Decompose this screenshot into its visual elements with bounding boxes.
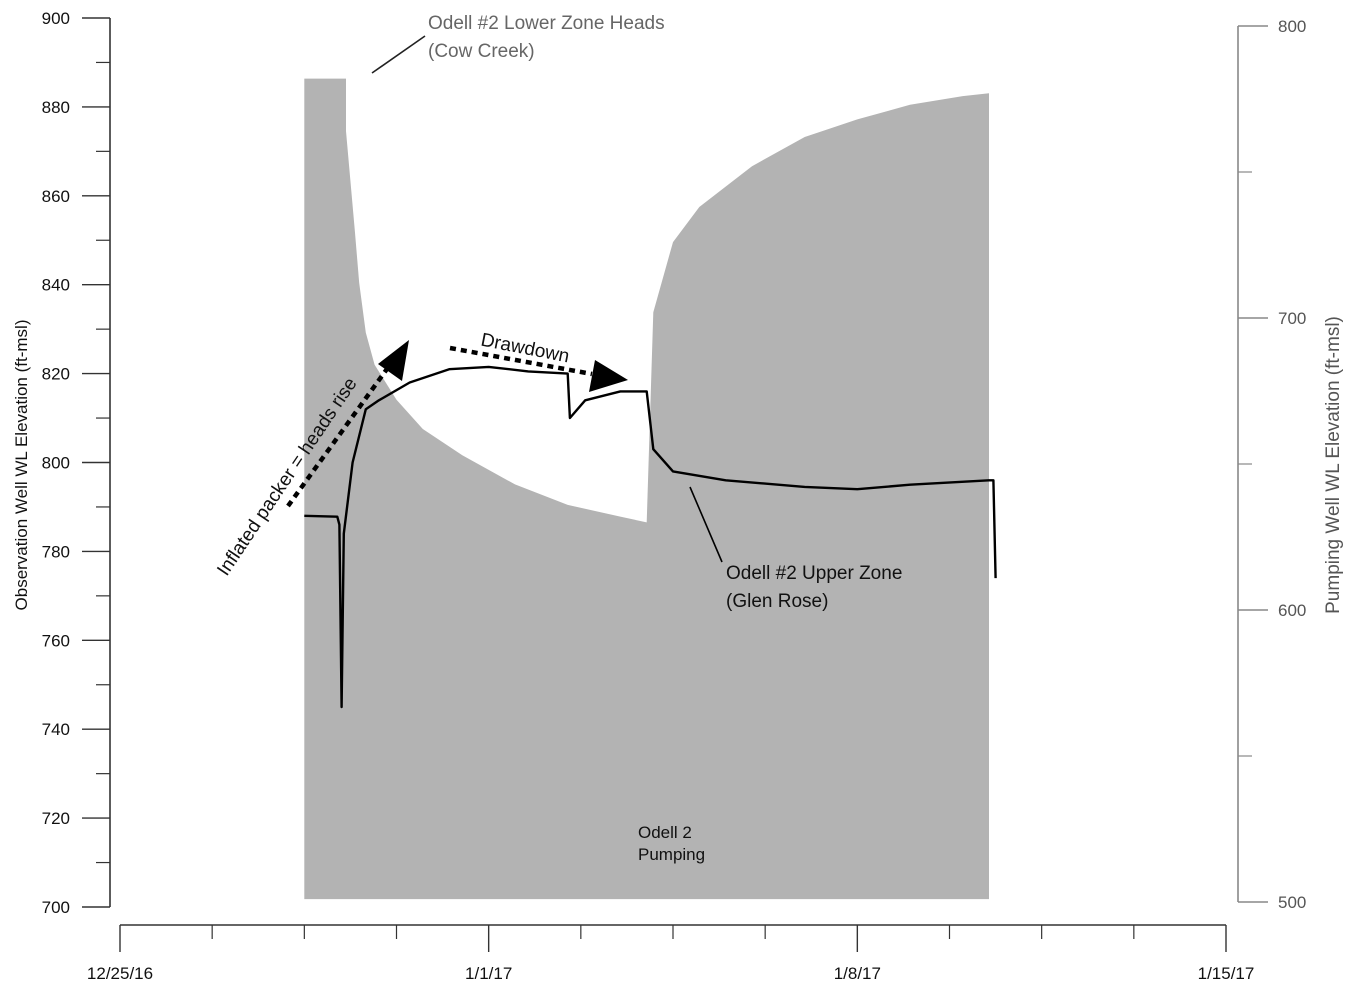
lower-zone-heads-area bbox=[304, 78, 989, 900]
right-tick-label: 600 bbox=[1278, 601, 1306, 620]
left-tick-label: 740 bbox=[42, 720, 70, 739]
drawdown-label: Drawdown bbox=[479, 330, 571, 368]
right-tick-label: 800 bbox=[1278, 17, 1306, 36]
drawdown-arrow-line bbox=[449, 345, 593, 377]
right-axis-title: Pumping Well WL Elevation (ft-msl) bbox=[1323, 316, 1344, 614]
left-tick-label: 800 bbox=[42, 454, 70, 473]
packer-arrow-head bbox=[378, 340, 409, 381]
left-tick-label: 720 bbox=[42, 809, 70, 828]
upper-zone-label-line2: (Glen Rose) bbox=[726, 591, 828, 612]
left-tick-label: 780 bbox=[42, 542, 70, 561]
left-tick-label: 900 bbox=[42, 9, 70, 28]
x-tick-label: 12/25/16 bbox=[87, 964, 153, 983]
left-axis-title: Observation Well WL Elevation (ft-msl) bbox=[12, 320, 31, 611]
x-axis-ticks: 12/25/16 1/1/17 1/8/17 1/15/17 bbox=[87, 925, 1254, 983]
lower-zone-label-line1: Odell #2 Lower Zone Heads bbox=[428, 13, 665, 34]
upper-zone-leader-line bbox=[689, 486, 723, 563]
x-tick-label: 1/1/17 bbox=[465, 964, 512, 983]
upper-zone-line bbox=[304, 365, 997, 709]
left-tick-label: 700 bbox=[42, 898, 70, 917]
pumping-label-line1: Odell 2 bbox=[638, 823, 692, 842]
right-axis-ticks: 500 600 700 800 bbox=[1238, 17, 1306, 912]
left-axis-ticks: 700 720 740 760 780 800 820 840 860 880 900 bbox=[42, 9, 110, 917]
left-tick-label: 840 bbox=[42, 276, 70, 295]
packer-arrow-line bbox=[286, 360, 394, 508]
right-tick-label: 500 bbox=[1278, 893, 1306, 912]
pumping-label-line2: Pumping bbox=[638, 845, 705, 864]
right-tick-label: 700 bbox=[1278, 309, 1306, 328]
left-tick-label: 820 bbox=[42, 365, 70, 384]
upper-zone-label-line1: Odell #2 Upper Zone bbox=[726, 563, 902, 584]
left-tick-label: 860 bbox=[42, 187, 70, 206]
lower-zone-leader-line bbox=[371, 35, 426, 74]
drawdown-arrow-head bbox=[589, 360, 628, 392]
lower-zone-label-line2: (Cow Creek) bbox=[428, 41, 535, 62]
left-tick-label: 760 bbox=[42, 631, 70, 650]
x-tick-label: 1/8/17 bbox=[834, 964, 881, 983]
x-tick-label: 1/15/17 bbox=[1198, 964, 1255, 983]
left-tick-label: 880 bbox=[42, 98, 70, 117]
